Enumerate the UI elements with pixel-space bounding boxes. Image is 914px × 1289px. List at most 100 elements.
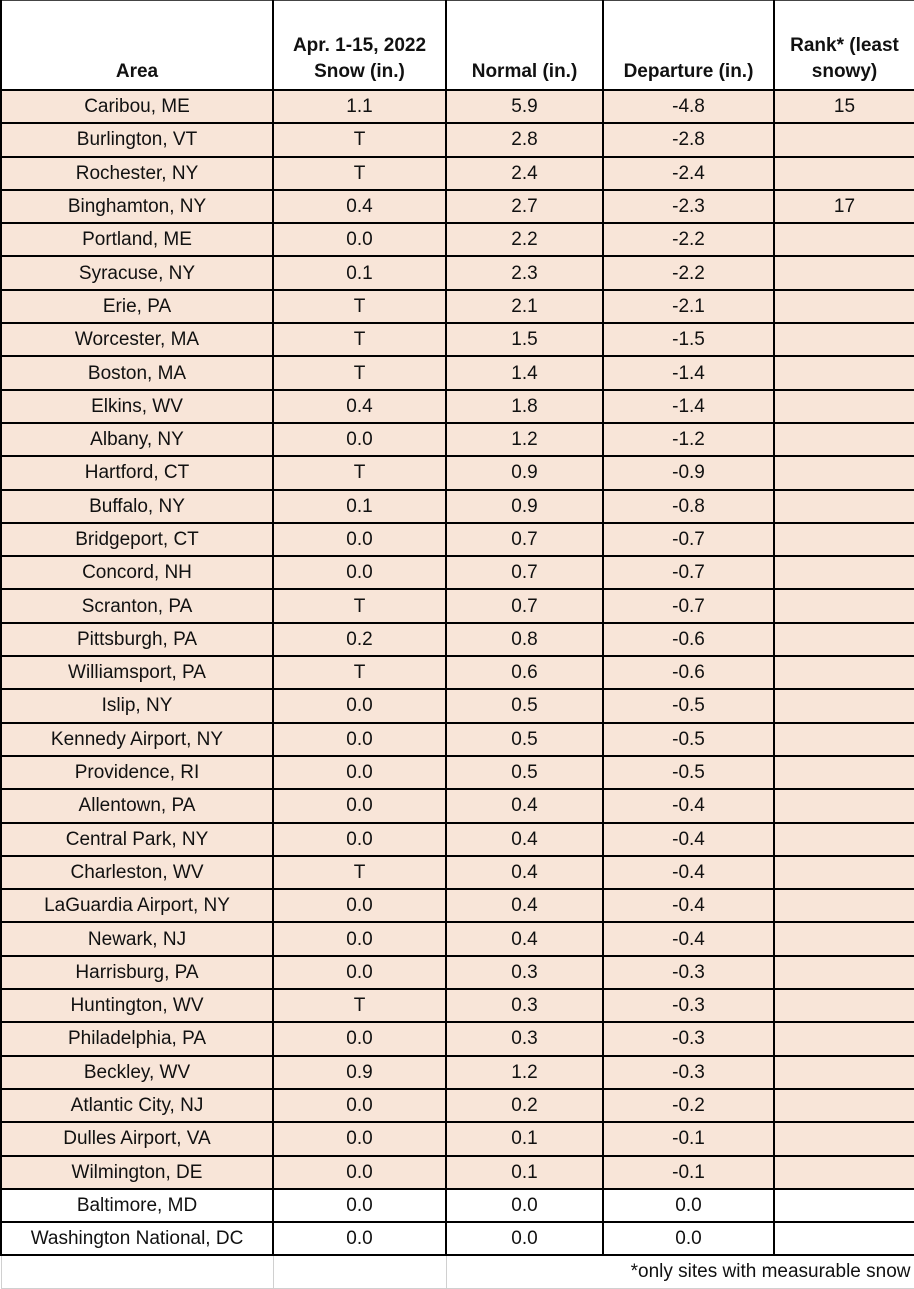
table-row: Wilmington, DE 0.0 0.1 -0.1 — [0, 1154, 914, 1190]
cell-normal: 0.6 — [445, 655, 604, 691]
cell-normal: 2.8 — [445, 122, 604, 158]
cell-normal: 0.3 — [445, 1021, 604, 1057]
cell-snow: 0.0 — [272, 721, 447, 757]
cell-departure: -0.4 — [602, 854, 775, 891]
cell-normal: 5.9 — [445, 88, 604, 125]
cell-rank — [773, 1021, 914, 1057]
cell-normal: 0.7 — [445, 555, 604, 591]
cell-rank — [773, 521, 914, 558]
cell-snow: 0.0 — [272, 555, 447, 591]
cell-area: Erie, PA — [0, 288, 274, 325]
cell-area: Charleston, WV — [0, 854, 274, 891]
cell-normal: 0.3 — [445, 954, 604, 991]
header-rank: Rank* (least snowy) — [773, 0, 914, 91]
cell-rank — [773, 888, 914, 924]
cell-snow: 0.0 — [272, 421, 447, 458]
header-departure: Departure (in.) — [602, 0, 775, 91]
cell-departure: -0.4 — [602, 888, 775, 924]
table-row: Baltimore, MD 0.0 0.0 0.0 — [0, 1187, 914, 1224]
cell-snow: 0.0 — [272, 821, 447, 857]
cell-rank — [773, 555, 914, 591]
cell-rank — [773, 754, 914, 791]
cell-snow: 0.0 — [272, 888, 447, 924]
cell-rank — [773, 1054, 914, 1090]
cell-rank — [773, 688, 914, 724]
cell-snow: 0.4 — [272, 188, 447, 225]
cell-area: Williamsport, PA — [0, 655, 274, 691]
cell-area: Central Park, NY — [0, 821, 274, 857]
cell-rank — [773, 222, 914, 258]
cell-area: Newark, NJ — [0, 921, 274, 957]
cell-normal: 0.5 — [445, 688, 604, 724]
header-normal: Normal (in.) — [445, 0, 604, 91]
cell-departure: -1.2 — [602, 421, 775, 458]
cell-snow: 0.1 — [272, 488, 447, 524]
table-row: Pittsburgh, PA 0.2 0.8 -0.6 — [0, 621, 914, 658]
cell-rank: 15 — [773, 88, 914, 125]
cell-rank — [773, 421, 914, 458]
cell-area: Atlantic City, NJ — [0, 1087, 274, 1124]
cell-area: Hartford, CT — [0, 455, 274, 491]
cell-normal: 1.4 — [445, 355, 604, 391]
cell-departure: -0.4 — [602, 921, 775, 957]
cell-departure: -0.9 — [602, 455, 775, 491]
cell-normal: 2.1 — [445, 288, 604, 325]
table-row: Islip, NY 0.0 0.5 -0.5 — [0, 688, 914, 724]
table-row: Harrisburg, PA 0.0 0.3 -0.3 — [0, 954, 914, 991]
cell-area: Harrisburg, PA — [0, 954, 274, 991]
cell-rank: 17 — [773, 188, 914, 225]
cell-normal: 0.9 — [445, 455, 604, 491]
cell-normal: 0.5 — [445, 721, 604, 757]
cell-area: Huntington, WV — [0, 988, 274, 1024]
cell-area: Islip, NY — [0, 688, 274, 724]
table-row: Elkins, WV 0.4 1.8 -1.4 — [0, 388, 914, 424]
cell-rank — [773, 821, 914, 857]
cell-snow: 0.0 — [272, 1121, 447, 1157]
cell-rank — [773, 621, 914, 658]
table-row: Beckley, WV 0.9 1.2 -0.3 — [0, 1054, 914, 1090]
cell-area: Boston, MA — [0, 355, 274, 391]
cell-normal: 1.2 — [445, 421, 604, 458]
cell-departure: -0.1 — [602, 1154, 775, 1190]
cell-rank — [773, 122, 914, 158]
cell-normal: 0.4 — [445, 921, 604, 957]
header-area: Area — [0, 0, 274, 91]
table-row: Huntington, WV T 0.3 -0.3 — [0, 988, 914, 1024]
cell-snow: 1.1 — [272, 88, 447, 125]
table-row: Providence, RI 0.0 0.5 -0.5 — [0, 754, 914, 791]
cell-rank — [773, 1221, 914, 1257]
cell-departure: -1.4 — [602, 388, 775, 424]
cell-area: Wilmington, DE — [0, 1154, 274, 1190]
cell-rank — [773, 788, 914, 824]
cell-area: Beckley, WV — [0, 1054, 274, 1090]
table-row: Bridgeport, CT 0.0 0.7 -0.7 — [0, 521, 914, 558]
cell-departure: -0.3 — [602, 1021, 775, 1057]
cell-snow: T — [272, 288, 447, 325]
table-row: Albany, NY 0.0 1.2 -1.2 — [0, 421, 914, 458]
table-row: Newark, NJ 0.0 0.4 -0.4 — [0, 921, 914, 957]
cell-rank — [773, 255, 914, 291]
cell-snow: 0.9 — [272, 1054, 447, 1090]
cell-snow: 0.0 — [272, 1221, 447, 1257]
cell-snow: T — [272, 322, 447, 358]
cell-rank — [773, 588, 914, 624]
cell-snow: 0.2 — [272, 621, 447, 658]
cell-area: Rochester, NY — [0, 155, 274, 191]
cell-area: Pittsburgh, PA — [0, 621, 274, 658]
cell-rank — [773, 721, 914, 757]
cell-snow: 0.0 — [272, 521, 447, 558]
table-row: Williamsport, PA T 0.6 -0.6 — [0, 655, 914, 691]
cell-rank — [773, 1087, 914, 1124]
cell-snow: T — [272, 155, 447, 191]
cell-area: Washington National, DC — [0, 1221, 274, 1257]
cell-area: Portland, ME — [0, 222, 274, 258]
table-row: Scranton, PA T 0.7 -0.7 — [0, 588, 914, 624]
table-row: Atlantic City, NJ 0.0 0.2 -0.2 — [0, 1087, 914, 1124]
cell-departure: -0.4 — [602, 821, 775, 857]
cell-departure: -2.4 — [602, 155, 775, 191]
table-row: Erie, PA T 2.1 -2.1 — [0, 288, 914, 325]
cell-departure: -0.6 — [602, 655, 775, 691]
cell-normal: 2.2 — [445, 222, 604, 258]
table-row: Buffalo, NY 0.1 0.9 -0.8 — [0, 488, 914, 524]
cell-snow: T — [272, 455, 447, 491]
